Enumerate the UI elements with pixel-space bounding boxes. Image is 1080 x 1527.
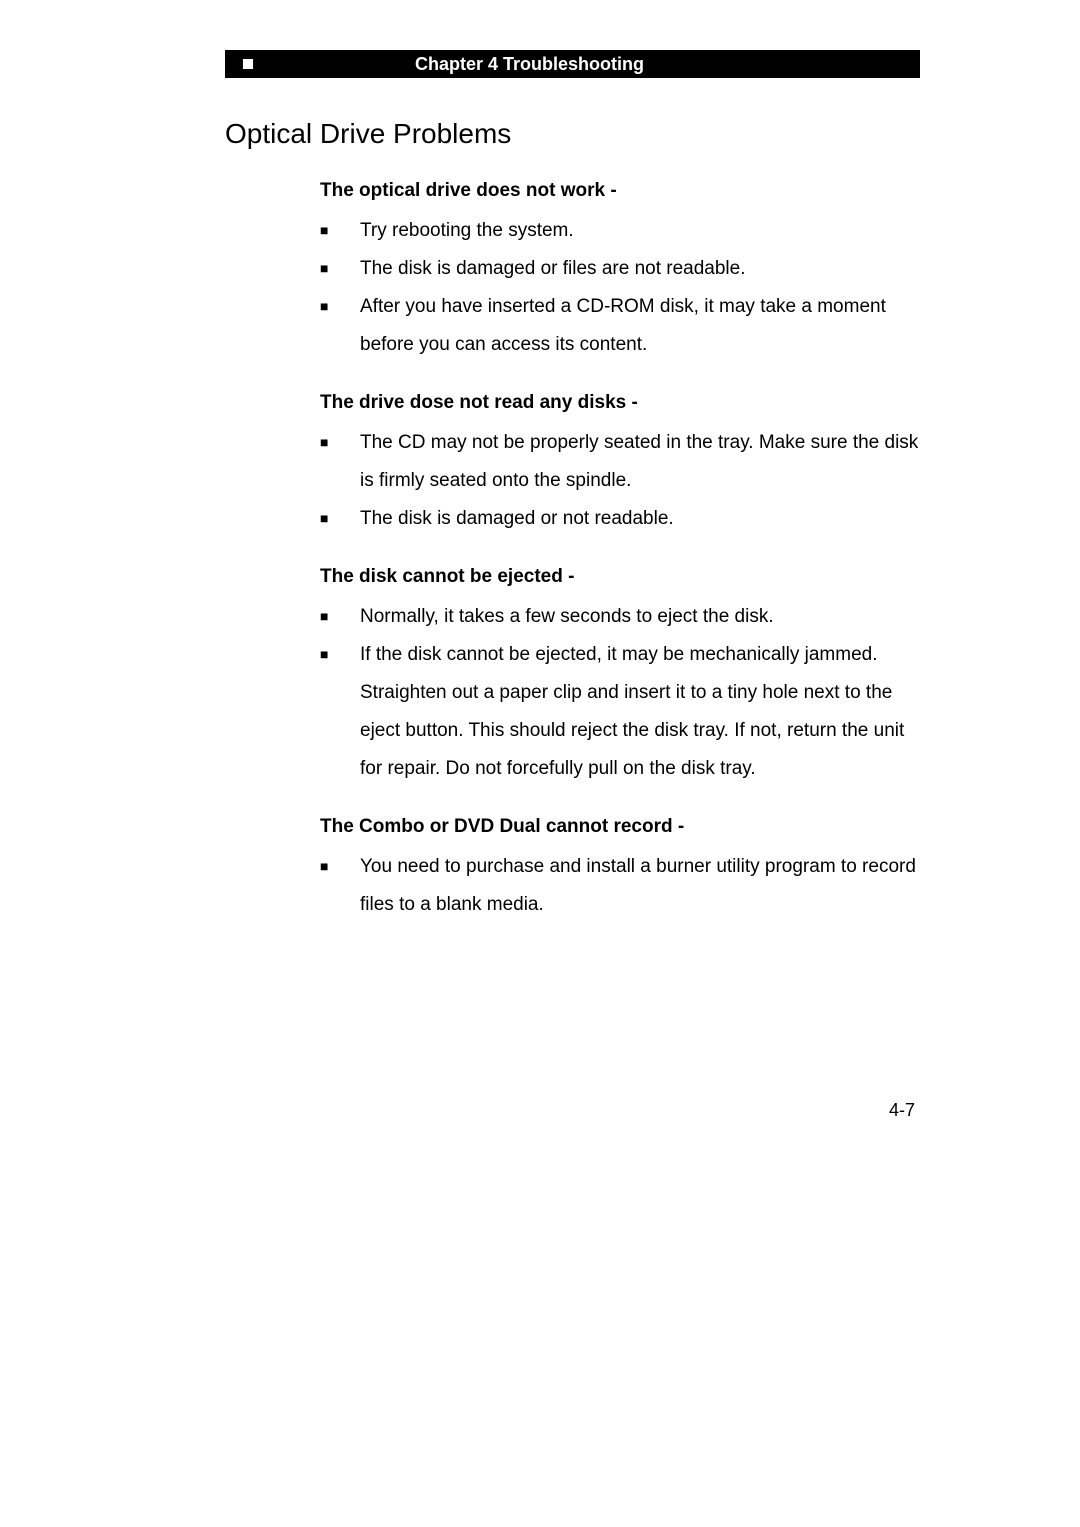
page-number: 4-7 [889, 1100, 915, 1121]
square-icon [243, 59, 253, 69]
problem-group: The optical drive does not work - ■ Try … [320, 180, 920, 364]
chapter-header-text: Chapter 4 Troubleshooting [415, 54, 920, 75]
problem-group: The drive dose not read any disks - ■ Th… [320, 392, 920, 538]
page: Chapter 4 Troubleshooting Optical Drive … [0, 0, 1080, 924]
problem-title: The drive dose not read any disks - [320, 392, 920, 414]
list-item: ■ After you have inserted a CD-ROM disk,… [320, 288, 920, 364]
problem-group: The Combo or DVD Dual cannot record - ■ … [320, 816, 920, 924]
problem-list: ■ You need to purchase and install a bur… [320, 848, 920, 924]
list-item-text: The disk is damaged or files are not rea… [360, 250, 920, 288]
list-item-text: The disk is damaged or not readable. [360, 500, 920, 538]
list-item: ■ Try rebooting the system. [320, 212, 920, 250]
list-item: ■ You need to purchase and install a bur… [320, 848, 920, 924]
square-bullet-icon: ■ [320, 636, 360, 788]
list-item: ■ The disk is damaged or not readable. [320, 500, 920, 538]
list-item-text: You need to purchase and install a burne… [360, 848, 920, 924]
problem-list: ■ The CD may not be properly seated in t… [320, 424, 920, 538]
list-item: ■ If the disk cannot be ejected, it may … [320, 636, 920, 788]
square-bullet-icon: ■ [320, 212, 360, 250]
list-item-text: If the disk cannot be ejected, it may be… [360, 636, 920, 788]
square-bullet-icon: ■ [320, 250, 360, 288]
square-bullet-icon: ■ [320, 848, 360, 924]
list-item-text: After you have inserted a CD-ROM disk, i… [360, 288, 920, 364]
chapter-header-bar: Chapter 4 Troubleshooting [225, 50, 920, 78]
problem-list: ■ Try rebooting the system. ■ The disk i… [320, 212, 920, 364]
square-bullet-icon: ■ [320, 424, 360, 500]
problem-group: The disk cannot be ejected - ■ Normally,… [320, 566, 920, 788]
list-item-text: The CD may not be properly seated in the… [360, 424, 920, 500]
list-item: ■ Normally, it takes a few seconds to ej… [320, 598, 920, 636]
list-item: ■ The CD may not be properly seated in t… [320, 424, 920, 500]
problem-title: The optical drive does not work - [320, 180, 920, 202]
section-title: Optical Drive Problems [225, 118, 920, 150]
list-item-text: Try rebooting the system. [360, 212, 920, 250]
problem-title: The Combo or DVD Dual cannot record - [320, 816, 920, 838]
square-bullet-icon: ■ [320, 598, 360, 636]
problem-list: ■ Normally, it takes a few seconds to ej… [320, 598, 920, 788]
square-bullet-icon: ■ [320, 288, 360, 364]
problem-title: The disk cannot be ejected - [320, 566, 920, 588]
list-item-text: Normally, it takes a few seconds to ejec… [360, 598, 920, 636]
square-bullet-icon: ■ [320, 500, 360, 538]
content-body: The optical drive does not work - ■ Try … [320, 180, 920, 924]
list-item: ■ The disk is damaged or files are not r… [320, 250, 920, 288]
